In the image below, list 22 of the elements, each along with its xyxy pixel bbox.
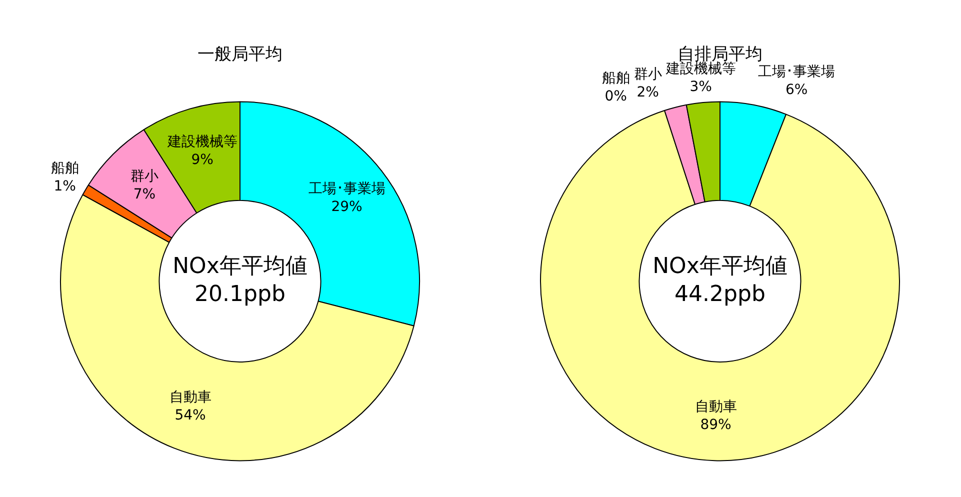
data-label: 89% xyxy=(700,416,732,433)
text: 0% xyxy=(604,88,627,104)
slice-label: 工場･事業場 xyxy=(758,64,836,80)
category-label: 船舶 xyxy=(602,70,630,86)
slice-label: 船舶 xyxy=(50,160,79,176)
data-label: 6% xyxy=(786,82,808,98)
data-label: 3% xyxy=(690,79,712,96)
data-label: 9% xyxy=(191,152,214,168)
data-label: 29% xyxy=(331,199,362,216)
slice-label: 自動車 xyxy=(169,389,212,406)
data-label: 2% xyxy=(636,84,659,101)
text: NOx年平均値 44.2ppb xyxy=(652,253,788,310)
data-label: 1% xyxy=(54,178,76,194)
slice-label: 工場･事業場 xyxy=(308,181,386,198)
data-label: 7% xyxy=(133,186,156,202)
data-label: 54% xyxy=(174,407,206,424)
slice-label: 自動車 xyxy=(694,398,737,415)
slice-label: 群小 xyxy=(634,66,662,83)
slice-label: 群小 xyxy=(130,168,158,184)
chart-title: 一般局平均 xyxy=(198,44,282,65)
slice-label: 建設機械等 xyxy=(166,134,238,150)
text: NOx年平均値 20.1ppb xyxy=(172,253,308,310)
